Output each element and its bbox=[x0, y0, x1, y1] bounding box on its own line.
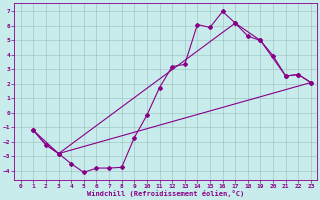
X-axis label: Windchill (Refroidissement éolien,°C): Windchill (Refroidissement éolien,°C) bbox=[87, 190, 244, 197]
